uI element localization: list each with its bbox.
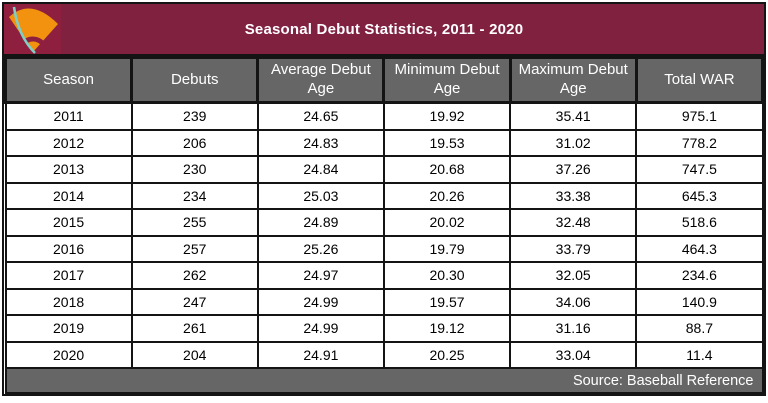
table-cell: 11.4 <box>635 340 764 369</box>
table-cell: 20.68 <box>382 155 512 184</box>
table-cell: 25.03 <box>256 181 385 210</box>
column-header: Season <box>3 56 134 104</box>
table-cell: 24.65 <box>256 101 385 131</box>
table-cell: 37.26 <box>509 155 638 184</box>
table-cell: 35.41 <box>509 101 638 131</box>
table-cell: 19.57 <box>382 287 512 316</box>
table-cell: 778.2 <box>635 128 764 157</box>
table-cell: 206 <box>130 128 259 157</box>
table-cell: 20.30 <box>382 261 512 290</box>
table-row: 2014 234 25.03 20.26 33.38 645.3 <box>4 181 764 210</box>
table-header-row: Season Debuts Average Debut Age Minimum Deb… <box>3 56 765 104</box>
table-cell: 2018 <box>4 287 133 316</box>
table-cell: 239 <box>130 101 259 131</box>
table-row: 2020 204 24.91 20.25 33.04 11.4 <box>4 340 764 369</box>
table-cell: 230 <box>130 155 259 184</box>
table-cell: 19.92 <box>382 101 512 131</box>
table-cell: 2012 <box>4 128 133 157</box>
table-cell: 204 <box>130 340 259 369</box>
baseball-fan-logo-icon <box>9 6 58 54</box>
table-cell: 261 <box>130 314 259 343</box>
debut-statistics-table: Season Debuts Average Debut Age Minimum Deb… <box>3 56 765 394</box>
table-row: 2015 255 24.89 20.02 32.48 518.6 <box>4 208 764 237</box>
table-cell: 247 <box>130 287 259 316</box>
table-cell: 747.5 <box>635 155 764 184</box>
table-cell: 33.79 <box>509 234 638 263</box>
table-cell: 262 <box>130 261 259 290</box>
table-cell: 34.06 <box>509 287 638 316</box>
table-cell: 19.79 <box>382 234 512 263</box>
table-cell: 2020 <box>4 340 133 369</box>
table-cell: 24.91 <box>256 340 385 369</box>
table-cell: 33.38 <box>509 181 638 210</box>
table-cell: 255 <box>130 208 259 237</box>
table-cell: 140.9 <box>635 287 764 316</box>
page-title: Seasonal Debut Statistics, 2011 - 2020 <box>244 20 524 38</box>
table-cell: 464.3 <box>635 234 764 263</box>
table-cell: 2013 <box>4 155 133 184</box>
table-cell: 88.7 <box>635 314 764 343</box>
column-header: Maximum Debut Age <box>508 56 638 104</box>
table-cell: 645.3 <box>635 181 764 210</box>
table-row: 2018 247 24.99 19.57 34.06 140.9 <box>4 287 764 316</box>
column-header: Average Debut Age <box>256 56 386 104</box>
source-note: Source: Baseball Reference <box>4 367 764 394</box>
table-cell: 2017 <box>4 261 133 290</box>
column-header: Minimum Debut Age <box>382 56 512 104</box>
stats-table-frame: Seasonal Debut Statistics, 2011 - 2020 S… <box>2 2 766 396</box>
table-footer-row: Source: Baseball Reference <box>4 367 764 394</box>
table-cell: 2011 <box>4 101 133 131</box>
table-row: 2017 262 24.97 20.30 32.05 234.6 <box>4 261 764 290</box>
table-cell: 20.02 <box>382 208 512 237</box>
table-cell: 19.12 <box>382 314 512 343</box>
table-cell: 32.05 <box>509 261 638 290</box>
table-cell: 975.1 <box>635 101 764 131</box>
table-cell: 2016 <box>4 234 133 263</box>
column-header: Debuts <box>130 56 260 104</box>
table-cell: 19.53 <box>382 128 512 157</box>
table-cell: 257 <box>130 234 259 263</box>
team-logo <box>4 4 61 54</box>
table-cell: 518.6 <box>635 208 764 237</box>
table-cell: 32.48 <box>509 208 638 237</box>
table-cell: 2014 <box>4 181 133 210</box>
table-cell: 24.99 <box>256 314 385 343</box>
table-cell: 234.6 <box>635 261 764 290</box>
table-cell: 20.26 <box>382 181 512 210</box>
table-cell: 234 <box>130 181 259 210</box>
table-cell: 24.99 <box>256 287 385 316</box>
table-cell: 31.02 <box>509 128 638 157</box>
table-cell: 24.89 <box>256 208 385 237</box>
table-cell: 25.26 <box>256 234 385 263</box>
table-cell: 20.25 <box>382 340 512 369</box>
column-header: Total WAR <box>634 56 765 104</box>
title-bar: Seasonal Debut Statistics, 2011 - 2020 <box>4 4 764 56</box>
table-cell: 2015 <box>4 208 133 237</box>
table-cell: 24.83 <box>256 128 385 157</box>
table-cell: 24.84 <box>256 155 385 184</box>
table-row: 2013 230 24.84 20.68 37.26 747.5 <box>4 155 764 184</box>
table-cell: 33.04 <box>509 340 638 369</box>
table-row: 2012 206 24.83 19.53 31.02 778.2 <box>4 128 764 157</box>
table-cell: 24.97 <box>256 261 385 290</box>
table-row: 2019 261 24.99 19.12 31.16 88.7 <box>4 314 764 343</box>
table-cell: 2019 <box>4 314 133 343</box>
table-cell: 31.16 <box>509 314 638 343</box>
table-row: 2011 239 24.65 19.92 35.41 975.1 <box>4 101 764 131</box>
table-row: 2016 257 25.26 19.79 33.79 464.3 <box>4 234 764 263</box>
